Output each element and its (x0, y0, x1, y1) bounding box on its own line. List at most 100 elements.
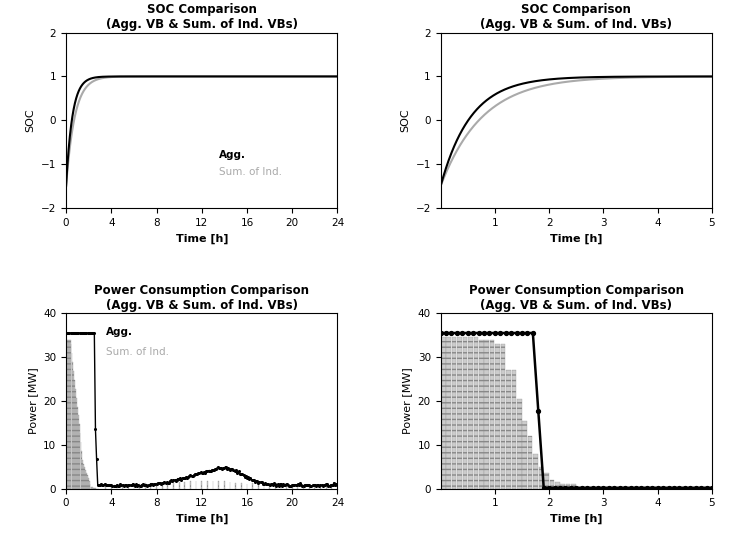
Title: Power Consumption Comparison
(Agg. VB & Sum. of Ind. VBs): Power Consumption Comparison (Agg. VB & … (94, 284, 309, 312)
Bar (139, 484, 140, 489)
Title: Power Consumption Comparison
(Agg. VB & Sum. of Ind. VBs): Power Consumption Comparison (Agg. VB & … (469, 284, 684, 312)
Bar (691, 488, 695, 489)
Bar (598, 487, 603, 489)
Bar (479, 339, 484, 489)
Bar (286, 485, 287, 489)
Text: Sum. of Ind.: Sum. of Ind. (106, 347, 169, 357)
Bar (173, 482, 174, 489)
Bar (452, 337, 457, 489)
Bar (675, 488, 679, 489)
Bar (696, 488, 701, 489)
Bar (111, 486, 112, 489)
Bar (69, 339, 70, 489)
Y-axis label: Power [MW]: Power [MW] (402, 368, 413, 434)
X-axis label: Time [h]: Time [h] (550, 233, 603, 244)
Bar (512, 370, 516, 489)
Bar (224, 481, 225, 489)
Bar (664, 488, 668, 489)
Bar (218, 482, 219, 489)
Bar (275, 485, 276, 489)
Bar (77, 407, 78, 489)
Bar (83, 464, 84, 489)
Bar (309, 486, 310, 489)
Bar (517, 399, 522, 489)
Bar (620, 488, 625, 489)
Bar (647, 488, 652, 489)
Bar (76, 397, 77, 489)
X-axis label: Time [h]: Time [h] (175, 233, 228, 244)
Bar (523, 421, 527, 489)
Bar (560, 484, 565, 489)
Bar (122, 485, 123, 489)
Bar (67, 339, 68, 489)
Bar (86, 473, 87, 489)
Bar (446, 337, 451, 489)
Bar (90, 487, 91, 489)
Bar (604, 488, 608, 489)
Bar (190, 481, 191, 489)
Bar (609, 488, 614, 489)
Bar (636, 488, 641, 489)
Bar (74, 380, 75, 489)
Bar (332, 485, 333, 489)
Bar (490, 339, 495, 489)
Bar (269, 485, 270, 489)
Bar (93, 488, 94, 489)
Bar (468, 337, 473, 489)
Bar (292, 486, 293, 489)
Bar (457, 337, 462, 489)
Bar (94, 488, 95, 489)
Bar (280, 486, 281, 489)
Bar (555, 482, 559, 489)
Bar (473, 337, 478, 489)
Bar (707, 488, 711, 489)
Bar (320, 485, 321, 489)
Y-axis label: SOC: SOC (26, 109, 35, 132)
Bar (78, 415, 79, 489)
Bar (528, 436, 532, 489)
Title: SOC Comparison
(Agg. VB & Sum. of Ind. VBs): SOC Comparison (Agg. VB & Sum. of Ind. V… (106, 3, 298, 31)
Bar (658, 488, 663, 489)
Bar (161, 483, 162, 489)
Bar (252, 483, 253, 489)
Bar (297, 486, 298, 489)
Bar (179, 482, 180, 489)
Bar (669, 488, 674, 489)
Bar (571, 484, 576, 489)
Bar (506, 370, 511, 489)
Bar (207, 481, 208, 489)
Bar (73, 371, 74, 489)
Bar (534, 453, 538, 489)
Bar (213, 481, 214, 489)
Bar (81, 451, 82, 489)
Bar (167, 483, 168, 489)
Bar (88, 478, 89, 489)
Bar (68, 339, 69, 489)
Bar (201, 481, 202, 489)
Bar (71, 353, 73, 489)
Bar (501, 344, 505, 489)
Bar (105, 485, 106, 489)
Bar (539, 467, 543, 489)
Bar (582, 487, 586, 489)
Text: Agg.: Agg. (106, 327, 133, 337)
Bar (82, 460, 83, 489)
Bar (614, 488, 619, 489)
Bar (462, 337, 468, 489)
Bar (156, 483, 157, 489)
Bar (303, 485, 304, 489)
Y-axis label: Power [MW]: Power [MW] (28, 368, 37, 434)
Bar (484, 339, 489, 489)
Bar (184, 482, 185, 489)
Bar (87, 476, 88, 489)
Bar (85, 470, 86, 489)
Bar (92, 487, 93, 489)
Bar (70, 344, 71, 489)
Y-axis label: SOC: SOC (400, 109, 410, 132)
Bar (441, 337, 446, 489)
Bar (544, 473, 549, 489)
X-axis label: Time [h]: Time [h] (175, 514, 228, 524)
Text: Agg.: Agg. (219, 149, 246, 160)
Bar (326, 485, 327, 489)
Bar (593, 487, 597, 489)
